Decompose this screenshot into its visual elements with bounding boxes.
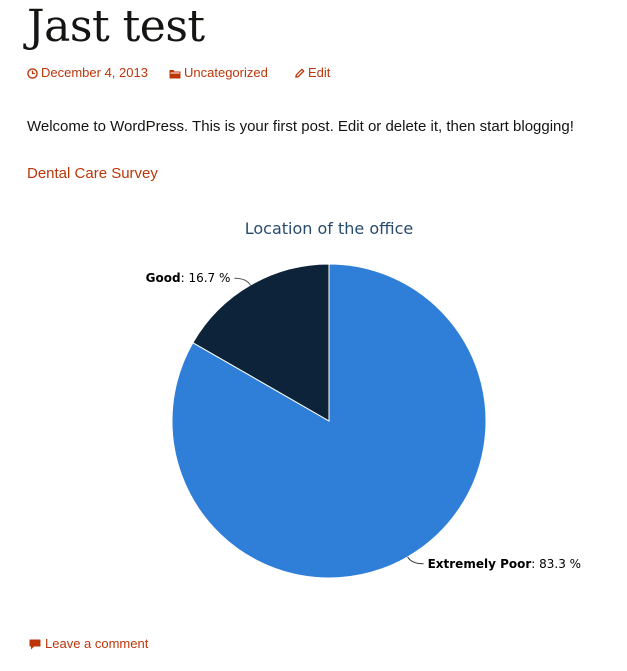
data-label-good: Good: 16.7 % bbox=[146, 271, 231, 285]
pencil-icon bbox=[295, 68, 305, 78]
folder-icon bbox=[169, 70, 181, 79]
leave-comment-label: Leave a comment bbox=[45, 636, 149, 651]
post-title[interactable]: Jast test bbox=[27, 1, 205, 52]
connector-extremely-poor bbox=[407, 556, 424, 565]
data-label-name: Extremely Poor bbox=[428, 557, 532, 571]
data-label-value: : 83.3 % bbox=[531, 557, 581, 571]
post-category-link[interactable]: Uncategorized bbox=[169, 64, 268, 82]
leave-comment-link[interactable]: Leave a comment bbox=[29, 635, 148, 653]
chart-title: Location of the office bbox=[245, 219, 414, 238]
pie-chart: Location of the office Good: 16.7 % Extre… bbox=[0, 208, 627, 608]
post-category: Uncategorized bbox=[184, 65, 268, 80]
pie-slice-extremely-poor[interactable] bbox=[171, 263, 487, 579]
post-body-text: Welcome to WordPress. This is your first… bbox=[27, 118, 574, 135]
data-label-name: Good bbox=[146, 271, 181, 285]
pie-chart-svg: Location of the office Good: 16.7 % Extre… bbox=[146, 219, 581, 579]
post-date: December 4, 2013 bbox=[41, 65, 148, 80]
connector-good bbox=[234, 277, 251, 286]
clock-icon bbox=[27, 68, 38, 79]
label-connectors bbox=[234, 277, 424, 565]
data-label-extremely-poor: Extremely Poor: 83.3 % bbox=[428, 557, 581, 571]
post-date-link[interactable]: December 4, 2013 bbox=[27, 64, 148, 82]
speech-bubble-icon bbox=[29, 639, 41, 650]
data-labels: Good: 16.7 % Extremely Poor: 83.3 % bbox=[146, 271, 581, 571]
edit-label: Edit bbox=[308, 65, 331, 80]
pie-slices bbox=[171, 263, 487, 579]
survey-link[interactable]: Dental Care Survey bbox=[27, 165, 158, 182]
data-label-value: : 16.7 % bbox=[181, 271, 231, 285]
post-edit-link[interactable]: Edit bbox=[294, 64, 330, 82]
